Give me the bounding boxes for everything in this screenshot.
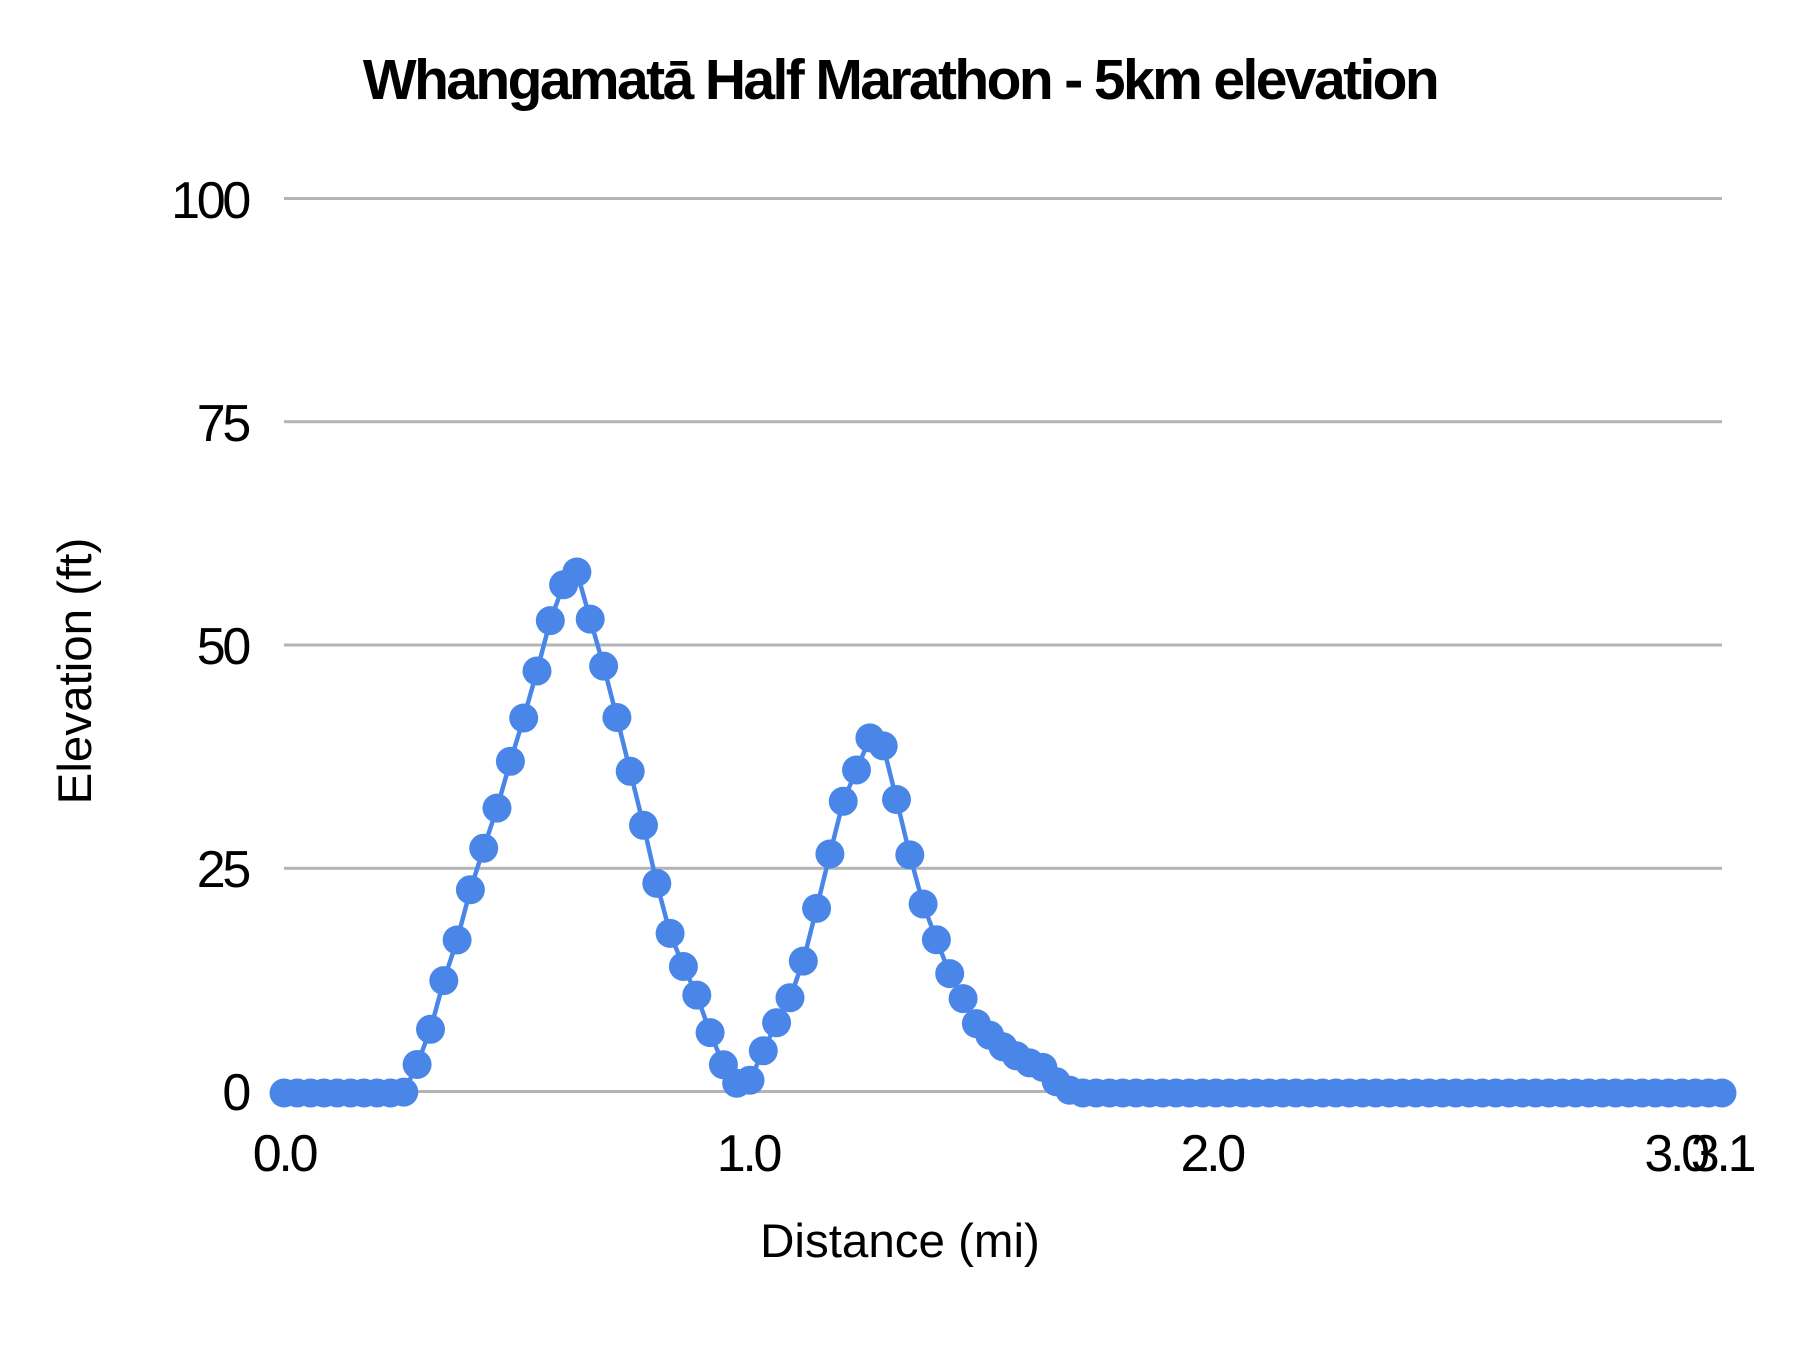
svg-text:Distance (mi): Distance (mi) (760, 1215, 1040, 1268)
svg-text:0.0: 0.0 (253, 1125, 317, 1183)
svg-text:0: 0 (222, 1064, 249, 1122)
svg-text:1.0: 1.0 (717, 1125, 781, 1183)
svg-text:50: 50 (197, 618, 250, 676)
svg-text:Elevation (ft): Elevation (ft) (49, 538, 102, 805)
svg-text:3.1: 3.1 (1691, 1125, 1755, 1183)
svg-text:75: 75 (197, 395, 250, 453)
svg-text:25: 25 (197, 841, 250, 899)
svg-text:2.0: 2.0 (1181, 1125, 1245, 1183)
svg-text:3.0: 3.0 (1644, 1125, 1708, 1183)
svg-text:100: 100 (171, 172, 249, 230)
svg-text:Whangamatā Half Marathon - 5km: Whangamatā Half Marathon - 5km elevation (363, 48, 1437, 112)
